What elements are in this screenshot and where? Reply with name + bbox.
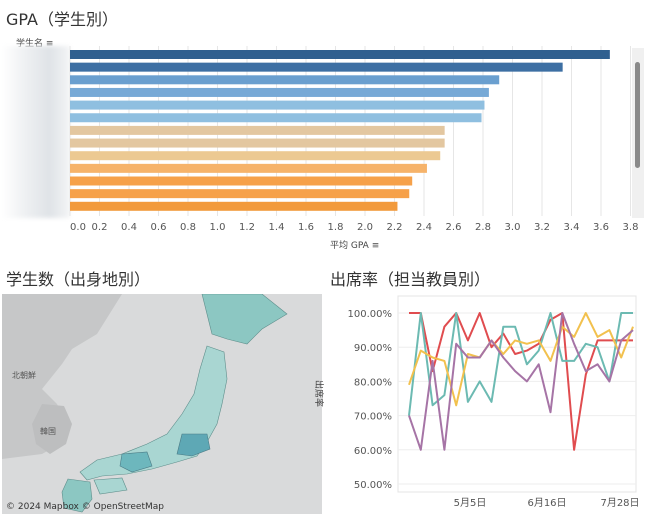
attendance-series-line (408, 312, 634, 407)
gpa-x-axis-label[interactable]: 平均 GPA ≡ (330, 241, 380, 251)
gpa-x-tick-label: 3.6 (593, 222, 609, 233)
gpa-bar (70, 176, 413, 186)
map-shapes (2, 294, 288, 513)
attendance-y-tick-label: 50.00% (354, 480, 392, 491)
kyushu-shape (61, 478, 93, 513)
attendance-y-tick-label: 100.00% (348, 309, 393, 320)
row-header-student-name[interactable]: 学生名 ≡ (16, 39, 54, 49)
gpa-x-tick-label: 2.4 (416, 222, 432, 233)
gpa-bar-chart: 0.0 0.2 0.4 0.6 0.8 1.0 1.2 1.4 1.6 1.8 2.0 2.2 2.4 2… (69, 46, 639, 233)
gpa-x-tick-label: 3.4 (564, 222, 580, 233)
attendance-plot-area (397, 295, 637, 493)
attendance-y-tick-label: 80.00% (354, 377, 392, 388)
gpa-bar (70, 75, 500, 85)
korea-south-shape (32, 404, 72, 454)
attendance-y-tick-label: 90.00% (354, 343, 392, 354)
gpa-x-tick-label: 2.8 (475, 222, 491, 233)
map-title: 学生数（出身地別） (6, 270, 151, 289)
gpa-x-tick-label: 2.0 (357, 222, 373, 233)
gpa-x-tick-label: 0.0 (70, 222, 86, 233)
gpa-title: GPA（学生別） (6, 10, 118, 29)
attendance-series-line (408, 312, 633, 416)
map-attribution[interactable]: © 2024 Mapbox © OpenStreetMap (6, 502, 164, 512)
kansai-region-shape (119, 451, 153, 473)
gpa-bar (70, 62, 563, 72)
attendance-x-tick-label: 7月28日 (600, 497, 639, 509)
gpa-x-tick-label: 3.8 (623, 222, 639, 233)
attendance-y-tick-label: 60.00% (354, 446, 392, 457)
attendance-series-line (408, 312, 634, 451)
gpa-x-tick-label: 0.8 (180, 222, 196, 233)
gpa-bar (70, 201, 398, 211)
hokkaido-shape (201, 294, 288, 345)
attendance-x-tick-label: 6月16日 (527, 497, 566, 509)
gpa-bar (70, 87, 489, 97)
gpa-bar (70, 151, 441, 161)
gpa-bar (70, 189, 410, 199)
gpa-bar (70, 125, 445, 135)
gpa-bar (70, 100, 485, 110)
gpa-bar (70, 163, 427, 173)
gpa-x-tick-label: 1.8 (328, 222, 344, 233)
student-names-blurred (2, 46, 70, 218)
gpa-x-tick-label: 1.6 (298, 222, 314, 233)
kanto-region-shape (176, 433, 211, 457)
gpa-x-tick-label: 0.4 (121, 222, 137, 233)
gpa-x-tick-label: 2.2 (387, 222, 403, 233)
gpa-scrollbar[interactable] (632, 48, 644, 218)
gpa-x-tick-label: 3.0 (505, 222, 521, 233)
gpa-x-tick-label: 1.4 (269, 222, 285, 233)
gpa-bar (70, 50, 610, 59)
gpa-x-tick-label: 1.0 (210, 222, 226, 233)
gpa-x-tick-label: 2.6 (446, 222, 462, 233)
gpa-bar (70, 138, 445, 148)
japan-map[interactable]: 北朝鮮 韓国 (2, 294, 322, 514)
gpa-scrollbar-thumb[interactable] (635, 62, 640, 168)
gpa-bar (70, 113, 482, 123)
map-label-korea: 韓国 (40, 427, 56, 436)
attendance-title: 出席率（担当教員別） (330, 270, 491, 289)
gpa-x-tick-label: 3.2 (534, 222, 550, 233)
gpa-x-tick-label: 1.2 (239, 222, 255, 233)
attendance-y-tick-label: 70.00% (354, 412, 392, 423)
gpa-x-tick-label: 0.6 (151, 222, 167, 233)
attendance-x-tick-label: 5月5日 (454, 497, 487, 509)
korean-peninsula-shape (2, 294, 122, 459)
gpa-x-tick-label: 0.2 (92, 222, 108, 233)
map-label-north-korea: 北朝鮮 (12, 371, 36, 380)
shikoku-shape (93, 477, 128, 495)
